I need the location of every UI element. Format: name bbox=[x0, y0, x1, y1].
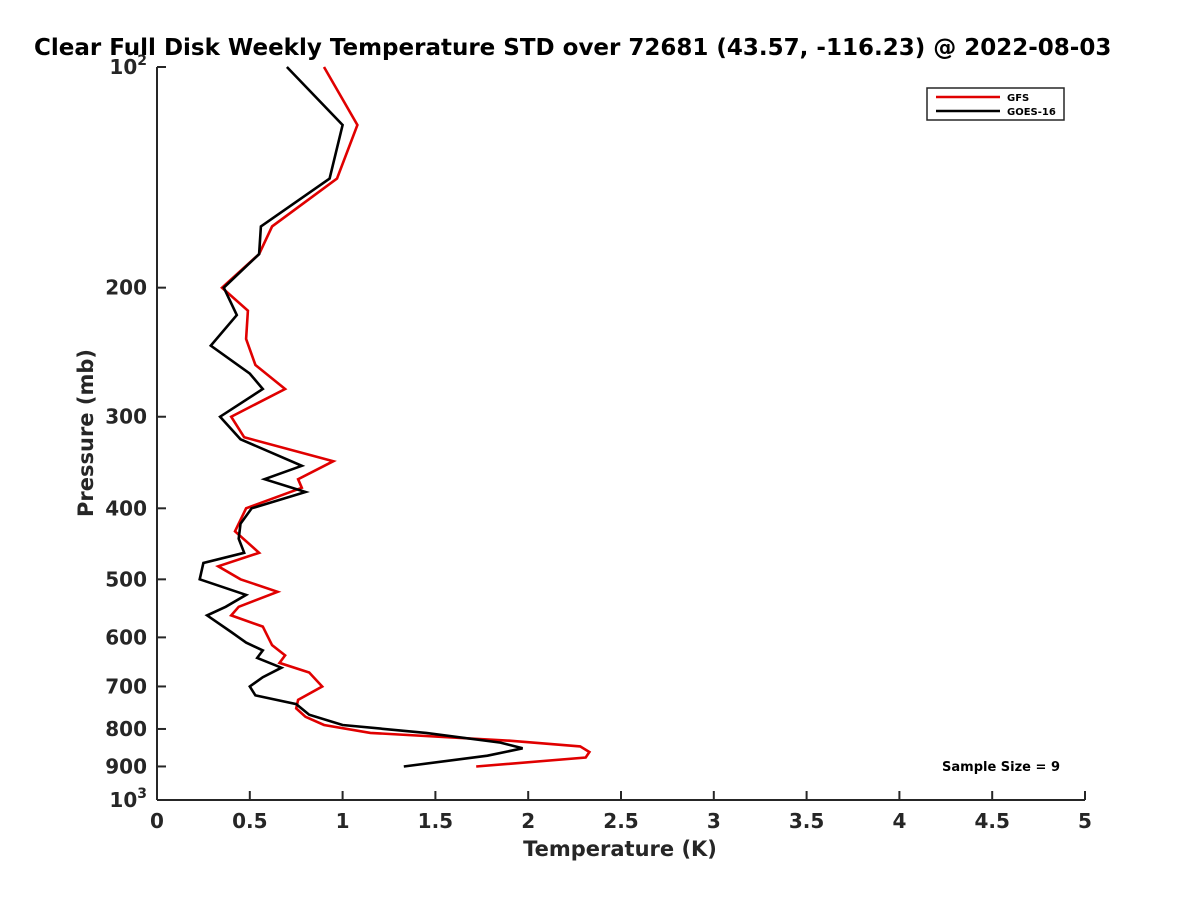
y-tick-label: 600 bbox=[105, 625, 147, 649]
x-tick-label: 4.5 bbox=[974, 809, 1009, 833]
y-tick-label: 900 bbox=[105, 754, 147, 778]
chart-title: Clear Full Disk Weekly Temperature STD o… bbox=[34, 35, 1111, 61]
x-tick-label: 0 bbox=[150, 809, 164, 833]
y-tick-label: 200 bbox=[105, 276, 147, 300]
y-tick-label: 103 bbox=[109, 786, 147, 812]
x-tick-label: 1 bbox=[336, 809, 350, 833]
y-tick-label: 300 bbox=[105, 405, 147, 429]
y-ticks: 102 200 300 400 500 600 700 800 900 103 bbox=[105, 53, 166, 812]
x-tick-label: 5 bbox=[1078, 809, 1092, 833]
legend-label: GFS bbox=[1007, 93, 1029, 104]
x-axis-title: Temperature (K) bbox=[523, 837, 717, 861]
x-tick-label: 2.5 bbox=[603, 809, 638, 833]
series-line-2 bbox=[198, 66, 523, 768]
legend-label: GOES-16 bbox=[1007, 107, 1056, 118]
x-tick-label: 1.5 bbox=[418, 809, 453, 833]
y-axis-title: Pressure (mb) bbox=[74, 349, 98, 517]
y-tick-label: 800 bbox=[105, 717, 147, 741]
legend: GFS GOES-16 bbox=[926, 87, 1065, 121]
x-tick-label: 0.5 bbox=[232, 809, 267, 833]
x-ticks: 0 0.5 1 1.5 2 2.5 3 3.5 4 4.5 5 bbox=[150, 791, 1092, 833]
x-tick-label: 2 bbox=[521, 809, 535, 833]
x-tick-label: 3 bbox=[707, 809, 721, 833]
y-tick-label: 700 bbox=[105, 674, 147, 698]
axes bbox=[156, 67, 1085, 801]
series-line-1 bbox=[215, 66, 592, 768]
sample-size-annotation: Sample Size = 9 bbox=[942, 760, 1060, 775]
legend-box bbox=[926, 87, 1065, 121]
plot-lines bbox=[198, 66, 592, 768]
x-tick-label: 4 bbox=[892, 809, 906, 833]
y-tick-label: 400 bbox=[105, 496, 147, 520]
y-tick-label: 102 bbox=[109, 53, 147, 79]
x-tick-label: 3.5 bbox=[789, 809, 824, 833]
y-tick-label: 500 bbox=[105, 567, 147, 591]
